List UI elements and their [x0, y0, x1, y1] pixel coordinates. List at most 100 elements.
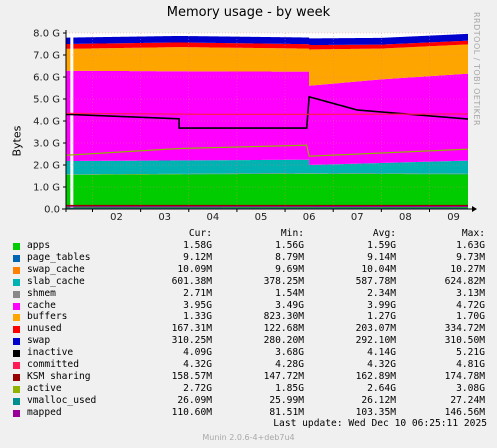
legend-name: KSM sharing	[27, 370, 91, 382]
legend-min: 1.54M	[275, 287, 304, 299]
line-committed	[66, 112, 468, 116]
legend-swatch	[13, 350, 20, 358]
legend-swatch	[13, 409, 20, 417]
rrdtool-credit: RRDTOOL / TOBI OETIKER	[472, 12, 481, 127]
legend-min: 81.51M	[269, 406, 304, 418]
legend-swatch	[13, 385, 20, 393]
legend-max: 10.27M	[450, 263, 485, 275]
area-swap	[66, 33, 468, 46]
legend-swatch	[13, 373, 20, 381]
area-slab-cache	[66, 159, 468, 175]
legend-cur: 3.95G	[183, 299, 212, 311]
legend-min: 1.56G	[275, 240, 304, 251]
legend-max: 310.50M	[444, 335, 485, 347]
legend-name: shmem	[27, 287, 56, 299]
legend-swatch	[13, 266, 20, 274]
legend-avg: 2.64G	[367, 382, 396, 394]
legend-max: 174.78M	[444, 370, 485, 382]
legend-min: 25.99M	[269, 394, 304, 406]
y-tick-label: 5.0 G	[33, 95, 60, 106]
legend-name: slab_cache	[27, 275, 85, 287]
x-axis-arrow	[472, 206, 477, 212]
x-tick-label: 06	[303, 212, 316, 223]
legend-swatch	[13, 254, 20, 262]
legend-max: 334.72M	[444, 323, 485, 335]
y-tick-label: 4.0 G	[33, 117, 60, 128]
legend-header-min: Min:	[280, 228, 304, 239]
legend-cur: 1.58G	[183, 240, 212, 251]
legend-avg: 4.14G	[367, 347, 396, 359]
legend-avg: 162.89M	[355, 370, 396, 382]
legend-max: 3.08G	[456, 382, 485, 394]
legend-max: 5.21G	[456, 347, 485, 359]
legend-max: 1.63G	[456, 240, 485, 251]
legend-cur: 1.33G	[183, 311, 212, 323]
line-inactive	[66, 95, 469, 129]
legend-row: slab_cache 601.38M 378.25M 587.78M 624.82M	[13, 276, 493, 288]
legend-max: 9.73M	[456, 251, 485, 263]
last-update: Last update: Wed Dec 10 06:25:11 2025	[273, 418, 487, 429]
legend-name: cache	[27, 299, 56, 311]
legend-row: cache 3.95G 3.49G 3.99G 4.72G	[13, 300, 493, 312]
legend-row: mapped 110.60M 81.51M 103.35M 146.56M	[13, 407, 493, 419]
legend-name: swap_cache	[27, 263, 85, 275]
legend-avg: 4.32G	[367, 359, 396, 370]
legend-min: 4.28G	[275, 359, 304, 370]
legend-max: 146.56M	[444, 406, 485, 418]
x-tick-label: 07	[351, 212, 364, 223]
legend-row: unused 167.31M 122.68M 203.07M 334.72M	[13, 323, 493, 335]
legend-row: page_tables 9.12M 8.79M 9.14M 9.73M	[13, 252, 493, 264]
legend-swatch	[13, 314, 20, 322]
legend-cur: 158.57M	[171, 370, 212, 382]
legend-name: swap	[27, 335, 51, 347]
legend-row: committed 4.32G 4.28G 4.32G 4.81G	[13, 359, 493, 371]
data-gap	[70, 33, 74, 209]
legend-swatch	[13, 243, 20, 250]
legend-cur: 26.09M	[177, 394, 212, 406]
area-swap-cache	[66, 173, 468, 175]
area-page-tables	[66, 173, 468, 175]
legend-avg: 1.27G	[367, 311, 396, 323]
legend-min: 9.69M	[275, 263, 304, 275]
legend-name: vmalloc_used	[27, 394, 97, 406]
legend-cur: 4.32G	[183, 359, 212, 370]
legend-avg: 9.14M	[367, 251, 396, 263]
legend-avg: 3.99G	[367, 299, 396, 311]
legend-swatch	[13, 326, 20, 334]
area-cache	[66, 70, 468, 165]
area-buffers	[66, 44, 468, 86]
legend-row: vmalloc_used 26.09M 25.99M 26.12M 27.24M	[13, 395, 493, 407]
legend-name: committed	[27, 359, 79, 370]
legend-avg: 103.35M	[355, 406, 396, 418]
legend-cur: 2.71M	[183, 287, 212, 299]
y-tick-label: 2.0 G	[33, 161, 60, 172]
legend-swatch	[13, 290, 20, 298]
area-unused	[66, 40, 468, 50]
legend-min: 8.79M	[275, 251, 304, 263]
legend-max: 4.72G	[456, 299, 485, 311]
legend-avg: 10.04M	[361, 263, 396, 275]
legend-swatch	[13, 302, 20, 310]
legend-row: KSM sharing 158.57M 147.72M 162.89M 174.78M	[13, 371, 493, 383]
legend-cur: 10.09M	[177, 263, 212, 275]
legend-cur: 167.31M	[171, 323, 212, 335]
y-tick-label: 0.0	[44, 205, 60, 216]
area-apps	[66, 173, 468, 209]
legend-header-max: Max:	[461, 228, 485, 239]
y-tick-label: 3.0 G	[33, 139, 60, 150]
legend-cur: 601.38M	[171, 275, 212, 287]
x-tick-label: 04	[206, 212, 219, 223]
legend-avg: 1.59G	[367, 240, 396, 251]
legend-min: 378.25M	[263, 275, 304, 287]
x-tick-label: 05	[255, 212, 268, 223]
chart-title: Memory usage - by week	[166, 5, 331, 20]
legend-row: swap 310.25M 280.20M 292.10M 310.50M	[13, 335, 493, 347]
y-tick-label: 8.0 G	[33, 29, 60, 40]
legend-min: 3.49G	[275, 299, 304, 311]
legend-name: active	[27, 382, 62, 394]
legend-name: apps	[27, 240, 51, 251]
x-tick-label: 09	[447, 212, 460, 223]
legend-max: 4.81G	[456, 359, 485, 370]
x-tick-label: 02	[110, 212, 123, 223]
legend-min: 122.68M	[263, 323, 304, 335]
